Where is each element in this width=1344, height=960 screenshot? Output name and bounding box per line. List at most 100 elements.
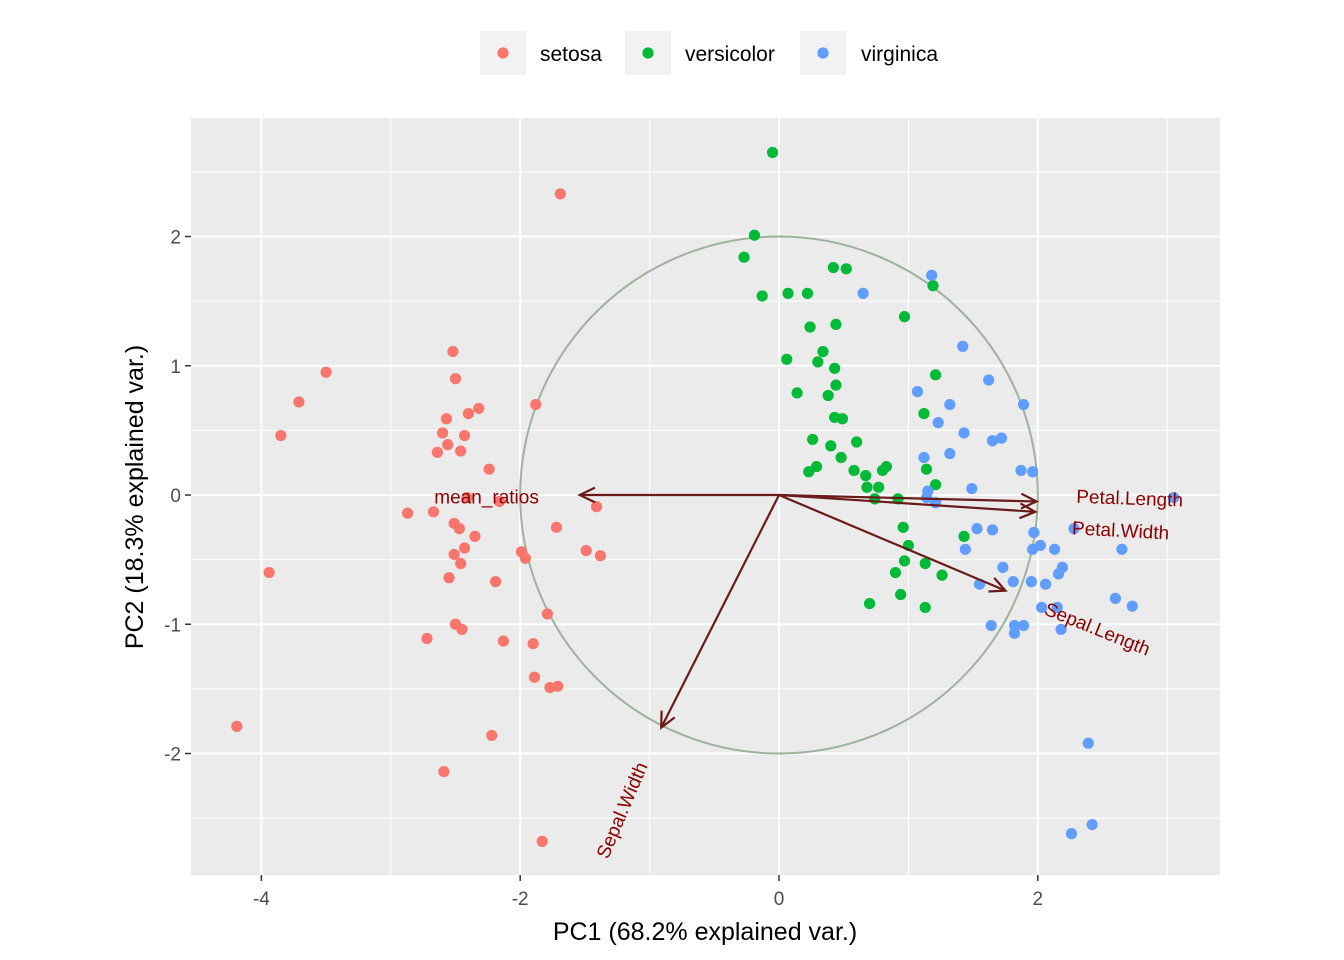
point-setosa xyxy=(456,623,468,636)
correlation-circle-line xyxy=(519,235,1039,755)
point-virginica xyxy=(1017,398,1030,411)
point-versicolor xyxy=(861,481,873,493)
arrow-Sepal.Width xyxy=(660,494,780,729)
point-virginica xyxy=(957,340,969,352)
point-versicolor xyxy=(895,588,907,601)
series-versicolor xyxy=(738,146,970,614)
point-versicolor xyxy=(822,389,834,402)
arrow-label-Petal.Length: Petal.Length xyxy=(1076,487,1183,512)
point-versicolor xyxy=(804,321,816,333)
point-virginica xyxy=(918,451,930,464)
point-versicolor xyxy=(958,530,970,542)
point-setosa xyxy=(453,523,465,535)
point-versicolor xyxy=(880,460,893,473)
point-versicolor xyxy=(836,413,849,425)
point-setosa xyxy=(580,544,592,557)
point-versicolor xyxy=(929,369,942,381)
point-virginica xyxy=(1039,578,1052,590)
point-virginica xyxy=(1017,619,1030,632)
legend-item-virginica: virginica xyxy=(800,31,938,75)
point-virginica xyxy=(985,619,997,632)
point-virginica xyxy=(1055,623,1067,636)
point-setosa xyxy=(431,446,443,458)
point-virginica xyxy=(1025,576,1037,588)
point-versicolor xyxy=(918,407,930,420)
point-versicolor xyxy=(851,436,863,448)
point-virginica xyxy=(1068,523,1080,535)
point-versicolor xyxy=(791,387,803,399)
point-setosa xyxy=(473,402,485,415)
point-virginica xyxy=(944,448,956,460)
point-virginica xyxy=(944,398,956,411)
point-setosa xyxy=(519,552,531,564)
point-setosa xyxy=(293,396,305,408)
arrow-Petal.Width xyxy=(778,493,1036,513)
point-setosa xyxy=(461,491,473,504)
x-tick-label: -2 xyxy=(512,889,529,910)
arrow-Sepal.Length xyxy=(778,494,1006,592)
point-virginica xyxy=(986,435,999,447)
y-axis-title: PC2 (18.3% explained var.) xyxy=(121,345,149,649)
point-versicolor xyxy=(756,290,768,302)
point-versicolor xyxy=(830,318,842,331)
point-setosa xyxy=(552,680,564,692)
x-tick-label: 2 xyxy=(1033,889,1044,910)
point-setosa xyxy=(455,445,467,457)
point-virginica xyxy=(997,561,1009,573)
y-tick-label: 2 xyxy=(170,228,181,249)
point-versicolor xyxy=(748,229,761,241)
point-virginica xyxy=(1008,619,1021,632)
point-virginica xyxy=(1007,576,1019,588)
point-virginica xyxy=(1052,568,1065,580)
point-versicolor xyxy=(738,251,750,263)
point-versicolor xyxy=(825,440,837,452)
legend-item-setosa: setosa xyxy=(480,31,602,75)
point-versicolor xyxy=(869,493,881,505)
point-setosa xyxy=(483,463,495,475)
axes: -4 -2 0 2 -2 -1 0 1 2 xyxy=(164,228,1043,910)
correlation-circle xyxy=(519,235,1039,755)
point-setosa xyxy=(493,495,506,508)
point-virginica xyxy=(1027,466,1039,478)
point-setosa xyxy=(594,550,607,562)
point-virginica xyxy=(983,374,995,386)
point-versicolor xyxy=(889,566,902,579)
arrow-label-Petal.Width: Petal.Width xyxy=(1072,518,1170,544)
point-setosa xyxy=(447,345,459,358)
point-virginica xyxy=(1065,828,1078,840)
point-versicolor xyxy=(829,362,841,374)
point-versicolor xyxy=(898,555,911,567)
point-virginica xyxy=(995,432,1008,444)
x-tick-label: 0 xyxy=(774,889,785,910)
point-virginica xyxy=(932,417,944,429)
point-setosa xyxy=(231,720,243,732)
point-setosa xyxy=(527,638,539,650)
series-virginica xyxy=(857,269,1180,840)
point-virginica xyxy=(966,482,978,495)
point-setosa xyxy=(458,429,471,442)
arrowhead-Sepal.Width xyxy=(660,710,676,730)
point-virginica xyxy=(920,491,933,504)
point-versicolor xyxy=(827,261,839,274)
legend-marker-setosa xyxy=(497,47,509,59)
point-versicolor xyxy=(929,479,942,491)
point-versicolor xyxy=(835,451,847,464)
point-virginica xyxy=(1008,627,1021,639)
series-setosa xyxy=(231,188,607,847)
y-tick-label: 0 xyxy=(170,486,181,507)
point-versicolor xyxy=(919,557,931,570)
points xyxy=(231,146,1180,847)
point-virginica xyxy=(1027,543,1039,555)
point-virginica xyxy=(1109,592,1122,605)
point-virginica xyxy=(911,386,924,398)
point-setosa xyxy=(497,635,509,647)
point-versicolor xyxy=(810,460,823,473)
point-versicolor xyxy=(860,470,872,482)
point-setosa xyxy=(590,501,603,513)
point-virginica xyxy=(1049,543,1061,555)
x-tick-label: -4 xyxy=(253,889,270,910)
legend-item-versicolor: versicolor xyxy=(625,31,775,75)
point-versicolor xyxy=(919,601,931,614)
point-versicolor xyxy=(807,433,819,446)
point-setosa xyxy=(427,506,440,518)
